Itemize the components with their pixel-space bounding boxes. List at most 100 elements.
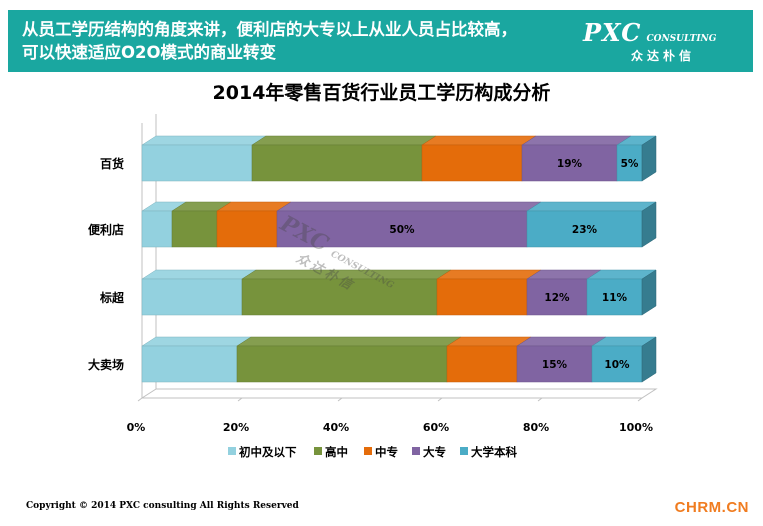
legend-swatch bbox=[228, 447, 236, 455]
bar-top-face bbox=[446, 336, 532, 347]
data-label: 50% bbox=[389, 224, 415, 236]
bar-front-face bbox=[276, 210, 528, 248]
legend-label: 大学本科 bbox=[471, 445, 517, 459]
bar-top-face bbox=[276, 201, 542, 212]
bar-segment bbox=[526, 269, 602, 316]
x-tick-label: 100% bbox=[619, 421, 653, 434]
legend-item: 高中 bbox=[314, 445, 348, 459]
bar-front-face bbox=[521, 144, 618, 182]
legend-swatch bbox=[364, 447, 372, 455]
x-tick-mark bbox=[237, 397, 243, 402]
bar-front-face bbox=[436, 278, 528, 316]
bar-top-face bbox=[241, 269, 452, 280]
bar-segment bbox=[516, 336, 607, 383]
category-label: 便利店 bbox=[88, 222, 124, 237]
bar-segment bbox=[616, 135, 657, 182]
legend-label: 高中 bbox=[325, 445, 348, 459]
bar-front-face bbox=[446, 345, 518, 383]
logo-main: PXC bbox=[583, 18, 642, 47]
bar-segment bbox=[236, 336, 462, 383]
legend-item: 大专 bbox=[412, 445, 446, 459]
x-tick-mark bbox=[537, 397, 543, 402]
data-label: 19% bbox=[557, 158, 583, 170]
bar-top-face bbox=[521, 135, 632, 146]
banner-text: 从员工学历结构的角度来讲，便利店的大专以上从业人员占比较高， 可以快速适应O2O… bbox=[22, 18, 582, 64]
legend-label: 大专 bbox=[423, 445, 446, 459]
bar-front-face bbox=[141, 210, 173, 248]
x-tick-mark bbox=[637, 397, 643, 402]
bar-segment bbox=[251, 135, 437, 182]
category-label: 大卖场 bbox=[88, 357, 124, 372]
bar-front-face bbox=[241, 278, 438, 316]
bar-front-face bbox=[526, 278, 588, 316]
bar-front-face bbox=[421, 144, 523, 182]
bar-top-face bbox=[436, 269, 542, 280]
bar-front-face bbox=[171, 210, 218, 248]
bar-top-face bbox=[526, 201, 657, 212]
bar-front-face bbox=[516, 345, 593, 383]
x-tick-label: 80% bbox=[523, 421, 549, 434]
bar-top-face bbox=[421, 135, 537, 146]
header-banner: 从员工学历结构的角度来讲，便利店的大专以上从业人员占比较高， 可以快速适应O2O… bbox=[8, 10, 753, 72]
bar-top-face bbox=[141, 336, 252, 347]
bar-segment bbox=[141, 336, 252, 383]
category-label: 百货 bbox=[100, 156, 124, 171]
bar-front-face bbox=[141, 278, 243, 316]
legend-swatch bbox=[412, 447, 420, 455]
bar-front-face bbox=[591, 345, 643, 383]
bar-segment bbox=[141, 269, 257, 316]
bar-side-face bbox=[641, 269, 657, 316]
data-label: 5% bbox=[621, 158, 639, 170]
banner-line-1: 从员工学历结构的角度来讲，便利店的大专以上从业人员占比较高， bbox=[22, 20, 517, 39]
category-label: 标超 bbox=[99, 290, 125, 305]
bar-segment bbox=[446, 336, 532, 383]
axis-floor bbox=[142, 388, 658, 399]
legend-item: 中专 bbox=[364, 445, 398, 459]
legend-label: 初中及以下 bbox=[239, 445, 297, 459]
bar-top-face bbox=[236, 336, 462, 347]
x-tick-label: 0% bbox=[127, 421, 146, 434]
logo-sub: CONSULTING bbox=[646, 34, 717, 44]
data-label: 12% bbox=[544, 292, 570, 304]
x-tick-mark bbox=[437, 397, 443, 402]
bar-segment bbox=[141, 135, 267, 182]
data-label: 23% bbox=[572, 224, 598, 236]
bar-side-face bbox=[641, 201, 657, 248]
bar-segment bbox=[586, 269, 657, 316]
pxc-logo: PXC CONSULTING 众达朴信 bbox=[583, 18, 743, 66]
copyright-text: Copyright © 2014 PXC consulting All Righ… bbox=[26, 501, 299, 511]
bar-side-face bbox=[641, 336, 657, 383]
logo-cn: 众达朴信 bbox=[631, 49, 696, 63]
bar-segment bbox=[421, 135, 537, 182]
bar-segment bbox=[591, 336, 657, 383]
legend-item: 大学本科 bbox=[460, 445, 517, 459]
legend-label: 中专 bbox=[375, 445, 398, 459]
data-label: 10% bbox=[604, 359, 630, 371]
bar-segment bbox=[521, 135, 632, 182]
bar-segment bbox=[141, 201, 187, 248]
bar-top-face bbox=[251, 135, 437, 146]
bar-segment bbox=[241, 269, 452, 316]
bar-front-face bbox=[586, 278, 643, 316]
bar-front-face bbox=[236, 345, 448, 383]
bar-top-face bbox=[141, 135, 267, 146]
bar-front-face bbox=[216, 210, 278, 248]
site-mark: CHRM.CN bbox=[674, 499, 749, 516]
data-label: 15% bbox=[542, 359, 568, 371]
x-tick-mark bbox=[337, 397, 343, 402]
x-tick-label: 40% bbox=[323, 421, 349, 434]
x-tick-label: 20% bbox=[223, 421, 249, 434]
data-label: 11% bbox=[602, 292, 628, 304]
bar-front-face bbox=[141, 144, 253, 182]
bar-segment bbox=[276, 201, 542, 248]
bar-side-face bbox=[641, 135, 657, 182]
legend-swatch bbox=[314, 447, 322, 455]
chart-title: 2014年零售百货行业员工学历构成分析 bbox=[212, 82, 551, 104]
bar-front-face bbox=[141, 345, 238, 383]
bar-segment bbox=[216, 201, 292, 248]
legend-item: 初中及以下 bbox=[228, 445, 297, 459]
legend-swatch bbox=[460, 447, 468, 455]
banner-line-2: 可以快速适应O2O模式的商业转变 bbox=[22, 43, 277, 62]
x-tick-label: 60% bbox=[423, 421, 449, 434]
